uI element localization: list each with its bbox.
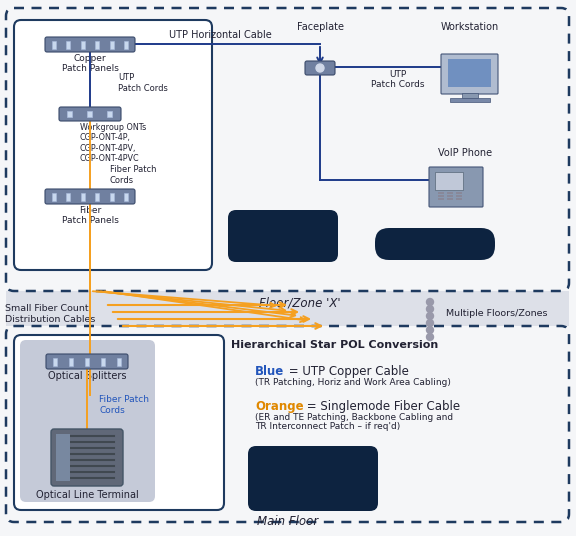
Circle shape [426, 326, 434, 333]
Bar [438, 195, 444, 197]
Bar [69, 358, 73, 366]
Bar [456, 195, 462, 197]
FancyBboxPatch shape [46, 354, 128, 369]
Text: Workstation: Workstation [441, 22, 499, 32]
Bar [52, 41, 56, 49]
Text: Faceplate: Faceplate [297, 22, 343, 32]
Text: Main Equipment
Room or micro Data
Center (ER/DC): Main Equipment Room or micro Data Center… [254, 461, 372, 495]
Text: Main Floor: Main Floor [257, 515, 319, 528]
FancyBboxPatch shape [14, 20, 212, 270]
Bar [109, 193, 113, 201]
FancyBboxPatch shape [6, 8, 569, 291]
Text: Fiber Patch
Cords: Fiber Patch Cords [110, 165, 157, 185]
Text: = Singlemode Fiber Cable: = Singlemode Fiber Cable [303, 400, 460, 413]
Bar [117, 358, 121, 366]
Bar [67, 111, 72, 117]
Text: UTP Horizontal Cable: UTP Horizontal Cable [169, 30, 271, 40]
Bar [447, 192, 453, 194]
Text: UTP
Patch Cords: UTP Patch Cords [118, 73, 168, 93]
Text: Workgroup ONTs
CGP-ONT-4P,
CGP-ONT-4PV,
CGP-ONT-4PVC: Workgroup ONTs CGP-ONT-4P, CGP-ONT-4PV, … [80, 123, 146, 163]
Bar [87, 111, 92, 117]
Text: Fiber
Patch Panels: Fiber Patch Panels [62, 206, 119, 226]
Bar [447, 195, 453, 197]
Circle shape [426, 306, 434, 312]
Text: Workgroups: Workgroups [393, 237, 478, 250]
Circle shape [316, 64, 324, 72]
Bar [462, 93, 478, 98]
Bar [95, 193, 99, 201]
Text: Fiber Patch
Cords: Fiber Patch Cords [99, 396, 149, 415]
Text: Multiple Floors/Zones: Multiple Floors/Zones [446, 309, 548, 318]
FancyBboxPatch shape [228, 210, 338, 262]
FancyBboxPatch shape [429, 167, 483, 207]
Bar [109, 41, 113, 49]
Bar [124, 193, 128, 201]
FancyBboxPatch shape [248, 446, 378, 511]
FancyBboxPatch shape [375, 228, 495, 260]
Circle shape [426, 333, 434, 340]
FancyBboxPatch shape [305, 61, 335, 75]
Bar [456, 198, 462, 200]
Bar [101, 358, 105, 366]
Bar [435, 172, 463, 190]
Text: Copper
Patch Panels: Copper Patch Panels [62, 54, 119, 73]
Bar [81, 193, 85, 201]
Circle shape [426, 319, 434, 326]
Bar [450, 98, 490, 102]
Bar [6, 291, 569, 326]
Text: (TR Patching, Horiz and Work Area Cabling): (TR Patching, Horiz and Work Area Cablin… [255, 378, 451, 387]
Text: Floor/Zone 'X': Floor/Zone 'X' [259, 297, 341, 310]
Bar [124, 41, 128, 49]
Text: (ER and TE Patching, Backbone Cabling and: (ER and TE Patching, Backbone Cabling an… [255, 413, 453, 422]
FancyBboxPatch shape [45, 37, 135, 52]
Text: Optical Line Terminal: Optical Line Terminal [36, 490, 138, 500]
Text: Hierarchical Star POL Conversion: Hierarchical Star POL Conversion [232, 340, 439, 350]
Bar [66, 41, 70, 49]
Bar [56, 434, 70, 481]
FancyBboxPatch shape [20, 340, 155, 502]
Bar [81, 41, 85, 49]
Bar [95, 41, 99, 49]
Bar [438, 198, 444, 200]
Text: Orange: Orange [255, 400, 304, 413]
FancyBboxPatch shape [6, 326, 569, 522]
Text: Telecom
Room (TR): Telecom Room (TR) [246, 222, 320, 250]
FancyBboxPatch shape [45, 189, 135, 204]
Bar [66, 193, 70, 201]
Bar [447, 198, 453, 200]
Bar [456, 192, 462, 194]
Circle shape [426, 312, 434, 319]
Text: Small Fiber Count
Distribution Cables: Small Fiber Count Distribution Cables [5, 304, 96, 324]
FancyBboxPatch shape [14, 335, 224, 510]
FancyBboxPatch shape [441, 54, 498, 94]
Bar [438, 192, 444, 194]
FancyBboxPatch shape [51, 429, 123, 486]
Text: Blue: Blue [255, 365, 284, 378]
FancyBboxPatch shape [59, 107, 121, 121]
Text: VoIP Phone: VoIP Phone [438, 148, 492, 158]
Text: = UTP Copper Cable: = UTP Copper Cable [285, 365, 409, 378]
Text: Optical Splitters: Optical Splitters [48, 371, 126, 381]
Text: TR Interconnect Patch – if req'd): TR Interconnect Patch – if req'd) [255, 422, 400, 431]
Text: UTP
Patch Cords: UTP Patch Cords [372, 70, 425, 90]
Circle shape [426, 299, 434, 306]
Bar [52, 193, 56, 201]
Bar [53, 358, 57, 366]
Bar [85, 358, 89, 366]
Bar [107, 111, 112, 117]
Bar [448, 59, 491, 87]
